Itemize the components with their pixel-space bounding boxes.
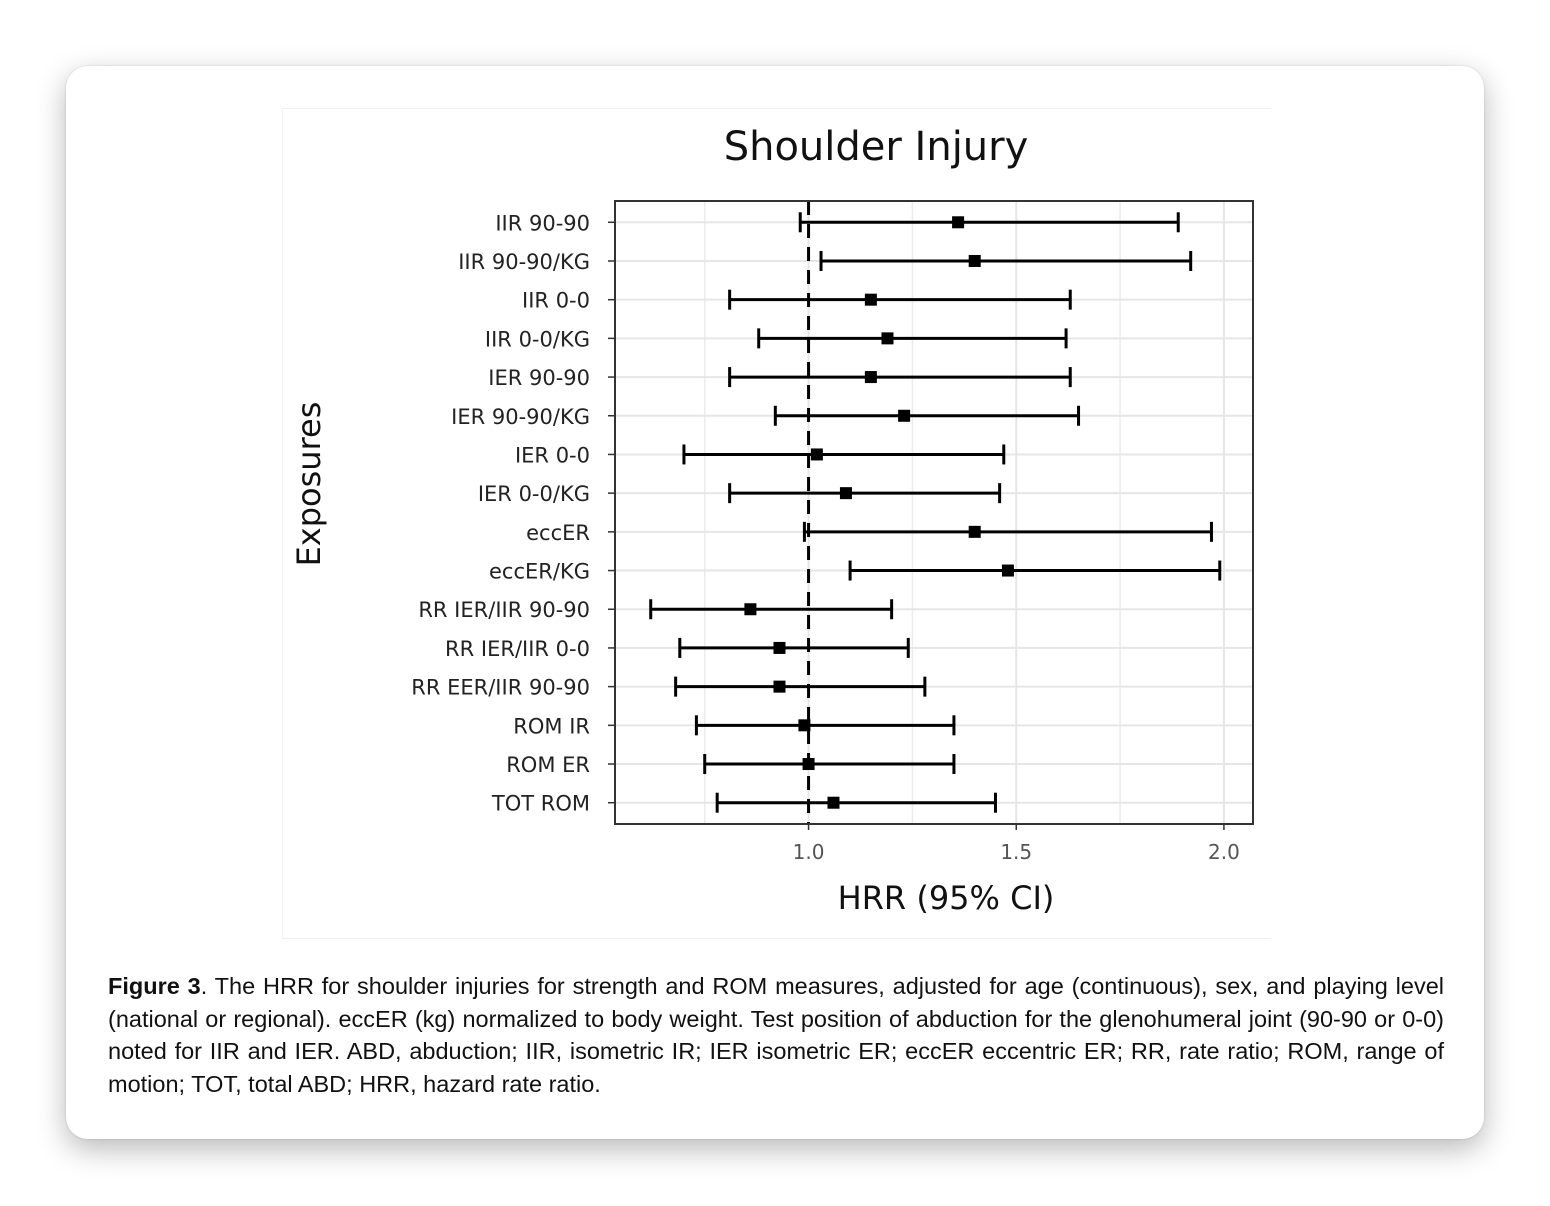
x-tick-label: 1.0 (793, 840, 825, 864)
y-tick-label: IER 0-0 (515, 443, 590, 467)
point-estimate (802, 758, 815, 771)
point-estimate (864, 293, 877, 306)
plot-border (614, 200, 1254, 825)
point-estimate (839, 487, 852, 500)
y-tick-label: IER 0-0/KG (478, 482, 590, 506)
y-tick-label: ROM ER (506, 753, 590, 777)
y-tick-label: eccER/KG (489, 560, 590, 584)
point-estimate (898, 409, 911, 422)
x-tick-label: 1.5 (1000, 840, 1032, 864)
point-estimate (810, 448, 823, 461)
point-estimate (864, 371, 877, 384)
point-estimate (798, 719, 811, 732)
y-tick-label: RR IER/IIR 90-90 (418, 598, 590, 622)
y-tick-label: TOT ROM (491, 792, 590, 816)
point-estimate (952, 216, 965, 229)
y-axis-label: Exposures (290, 402, 328, 567)
y-tick-label: IIR 90-90 (495, 211, 590, 235)
y-tick-label: IIR 90-90/KG (458, 250, 590, 274)
point-estimate (827, 796, 840, 809)
point-estimate (881, 332, 894, 345)
chart-title: Shoulder Injury (724, 124, 1029, 170)
y-tick-label: IIR 0-0/KG (485, 327, 590, 351)
point-estimate (773, 641, 786, 654)
figure-image (282, 108, 1271, 939)
x-axis-label: HRR (95% CI) (838, 879, 1055, 917)
x-tick-label: 2.0 (1208, 840, 1240, 864)
point-estimate (968, 254, 981, 267)
y-tick-label: IER 90-90/KG (451, 405, 590, 429)
y-tick-label: IER 90-90 (488, 366, 590, 390)
caption-label: Figure 3 (108, 973, 201, 999)
figure-caption: Figure 3. The HRR for shoulder injuries … (108, 970, 1444, 1100)
plot-background (615, 201, 1253, 824)
point-estimate (773, 680, 786, 693)
y-tick-label: IIR 0-0 (522, 289, 590, 313)
point-estimate (1001, 564, 1014, 577)
point-estimate (744, 603, 757, 616)
y-tick-label: eccER (526, 521, 590, 545)
point-estimate (968, 525, 981, 538)
y-tick-label: RR IER/IIR 0-0 (445, 637, 590, 661)
y-tick-label: ROM IR (513, 714, 590, 738)
caption-text: . The HRR for shoulder injuries for stre… (108, 973, 1444, 1097)
y-tick-label: RR EER/IIR 90-90 (411, 676, 590, 700)
